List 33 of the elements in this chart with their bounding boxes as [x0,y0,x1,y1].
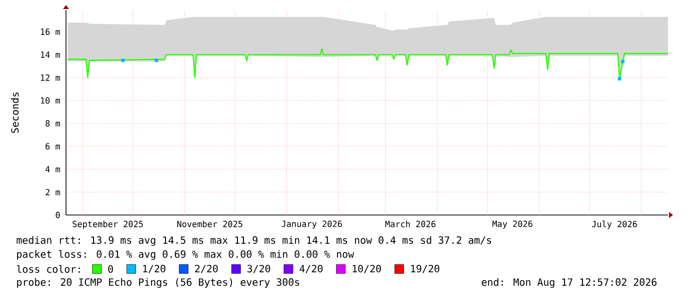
y-tick-label: 16 m [40,28,60,35]
point [618,77,622,80]
line-series [67,48,669,80]
legend-label: 1/20 [143,264,166,274]
y-axis-title: Seconds [10,92,19,133]
legend-label: 10/20 [352,264,381,274]
y-tick-label: 6 m [46,143,60,150]
y-tick-label: 10 m [40,97,60,104]
x-tick-label: September 2025 [72,220,143,229]
y-tick-label: 8 m [46,120,60,127]
legend-label: 2/20 [195,264,218,274]
x-tick-label: May 2026 [492,220,532,229]
point [121,58,125,62]
x-tick-label: July 2026 [592,220,637,229]
text: probe: 20 ICMP Echo Pings (56 Bytes) every 300s [17,278,300,288]
legend-label: 19/20 [411,264,440,274]
text: end: Mon Aug 17 12:57:02 2026 [482,278,656,288]
point [154,58,158,62]
y-tick-label: 12 m [40,74,60,81]
legend-title: loss color: [16,265,80,273]
text: packet loss: 0.01 % avg 0.69 % max 0.00 % min 0.00 % now [17,250,354,260]
legend-label: 0 [108,265,113,273]
x-tick-label: November 2025 [177,220,242,228]
point [621,60,625,64]
y-tick-label: 14 m [40,52,60,58]
text: median rtt: 13.9 ms avg 14.5 ms max 11.9 ms min 14.1 ms now 0.4 ms sd 37.2 am/s [16,236,492,246]
x-tick-label: January 2026 [282,220,342,229]
y-tick-label: 2 m [46,188,60,196]
x-tick-label: March 2026 [385,220,436,228]
legend-label: 3/20 [247,264,270,274]
y-tick-label: 4 m [45,166,60,172]
legend-label: 4/20 [300,264,323,274]
y-tick-label: 0 [56,212,60,218]
